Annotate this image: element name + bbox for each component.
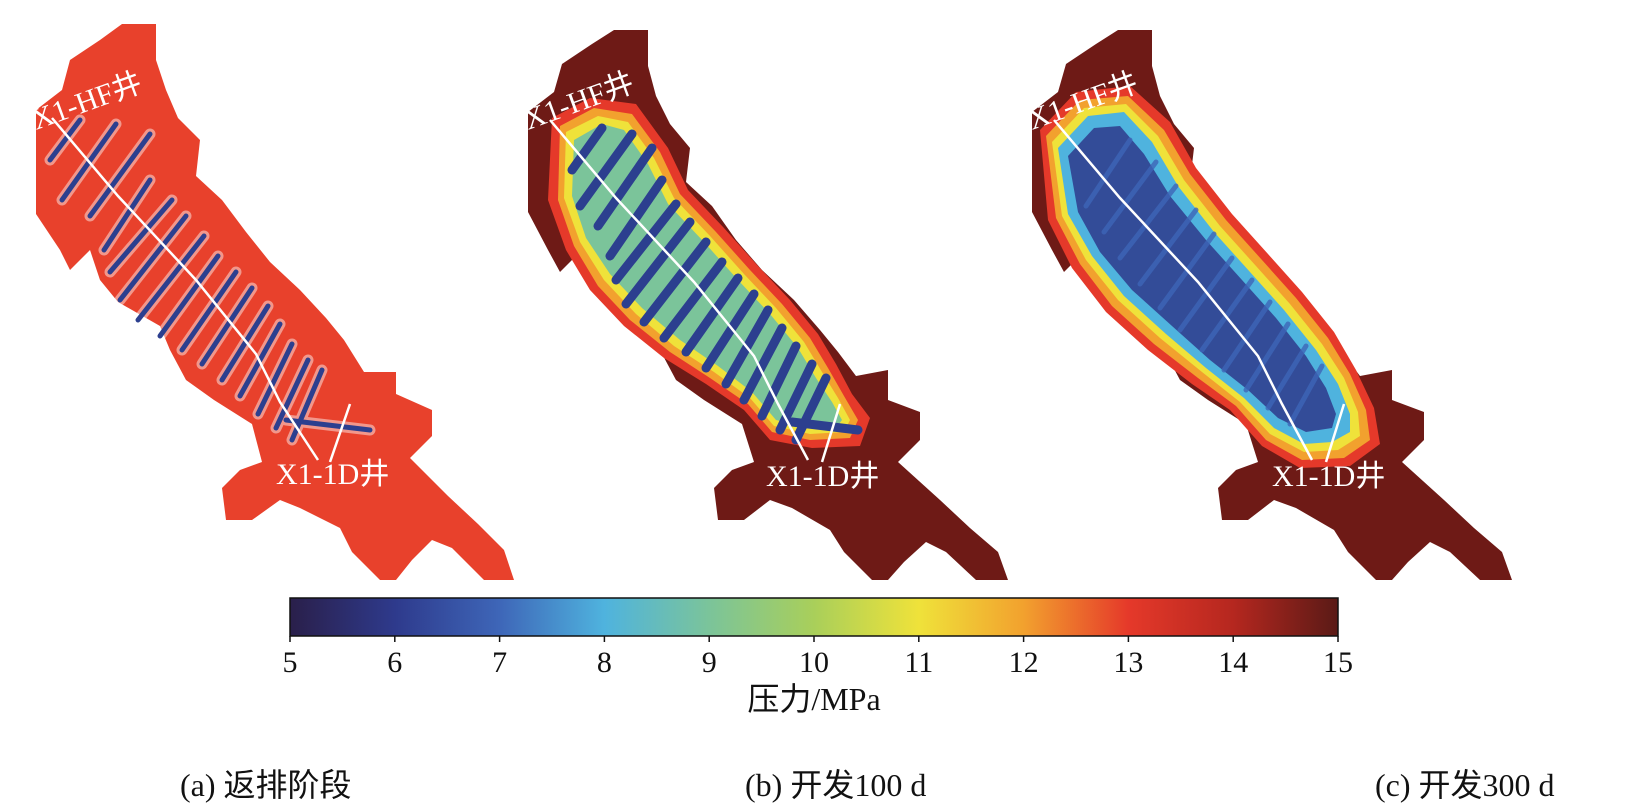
panel-c-caption: (c) 开发300 d [1375,767,1555,803]
panel-b-well-trajectory [549,119,810,461]
colorbar-tick-label: 11 [904,646,933,679]
panel-a-caption: (a) 返排阶段 [180,767,352,803]
panel-c-well-trajectory [1053,119,1314,461]
panel-b-well-label-bottom: X1-1D井 [766,460,879,493]
colorbar-tick-label: 10 [799,646,829,679]
panel-c-pressure-map: X1-HF井 X1-1D井 [1023,30,1512,580]
colorbar-tick-label: 8 [597,646,612,679]
panel-a-fracture-cores [47,117,373,443]
panel-a-pressure-map: X1-HF井 X1-1D井 [27,24,514,580]
colorbar-title: 压力/MPa [747,681,880,717]
panel-a-well-2-trajectory [328,403,352,463]
panel-a-reservoir-area [36,24,514,580]
colorbar-tick-label: 7 [492,646,507,679]
panel-c-well-2-trajectory [1324,403,1346,463]
panel-a-well-label-bottom: X1-1D井 [276,458,389,491]
colorbar-gradient [289,597,1339,637]
colorbar-tick-label: 14 [1218,646,1248,679]
colorbar-ticks: 5 6 7 8 9 10 11 12 13 14 15 [283,636,1353,679]
colorbar: 5 6 7 8 9 10 11 12 13 14 15 压力/MPa [283,597,1353,717]
colorbar-tick-label: 15 [1323,646,1353,679]
panel-a-well-trajectory [51,117,320,461]
panel-b-pressure-map: X1-HF井 X1-1D井 [519,30,1008,580]
colorbar-tick-label: 9 [702,646,717,679]
panel-b-caption: (b) 开发100 d [745,767,927,803]
colorbar-tick-label: 13 [1113,646,1143,679]
colorbar-tick-label: 5 [283,646,298,679]
panel-c-well-label-bottom: X1-1D井 [1272,460,1385,493]
panel-b-well-2-trajectory [820,403,842,463]
colorbar-tick-label: 12 [1009,646,1039,679]
colorbar-tick-label: 6 [387,646,402,679]
